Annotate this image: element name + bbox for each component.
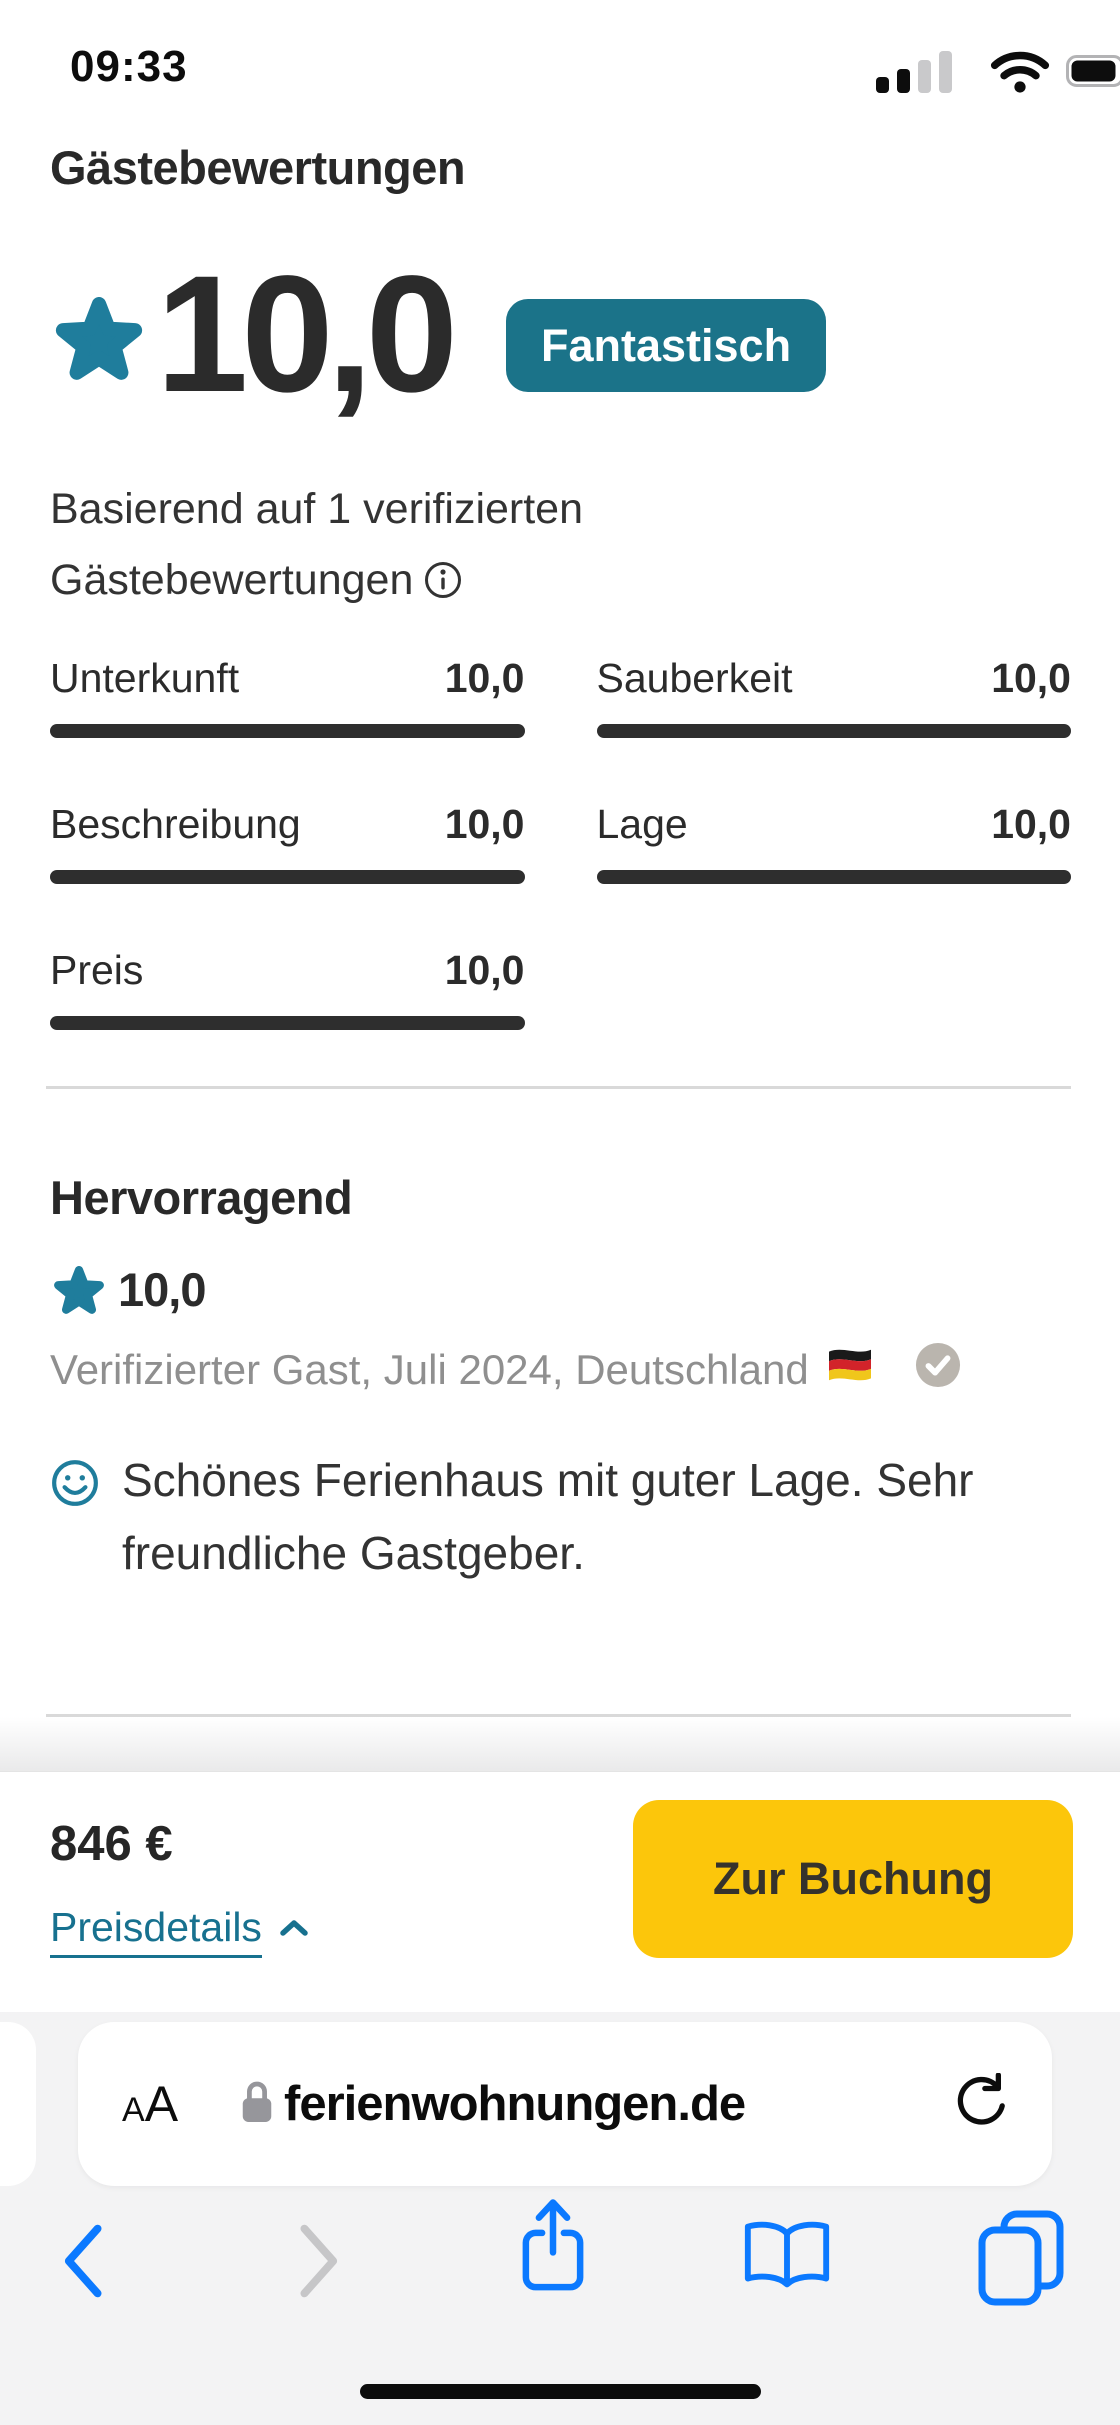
overall-score: 10,0 [156,242,458,427]
price-amount: 846 € [50,1817,173,1871]
price-details-link[interactable]: Preisdetails [50,1904,310,1958]
url-domain: ferienwohnungen.de [284,2077,746,2131]
smiley-icon [50,1458,100,1513]
rating-bar [50,870,525,884]
rating-badge: Fantastisch [506,299,827,392]
germany-flag-icon [825,1344,875,1396]
home-indicator[interactable] [360,2384,761,2399]
rating-bar [50,1016,525,1030]
review-text: Schönes Ferienhaus mit guter Lage. Sehr … [122,1454,974,1579]
reload-icon[interactable] [954,2071,1008,2136]
rating-unterkunft: Unterkunft 10,0 [50,655,525,738]
share-icon[interactable] [518,2196,588,2303]
lock-icon [238,2077,276,2132]
star-icon [52,297,146,392]
forward-button[interactable] [296,2222,344,2305]
scroll-fade [0,1717,1120,1772]
rating-preis: Preis 10,0 [50,947,525,1030]
zur-buchung-button[interactable]: Zur Buchung [633,1800,1073,1958]
review-body: Schönes Ferienhaus mit guter Lage. Sehr … [50,1444,1068,1590]
category-ratings: Unterkunft 10,0 Sauberkeit 10,0 Beschreibu… [50,655,1071,1030]
based-on-text: Basierend auf 1 verifizierten Gästebewer… [50,474,583,622]
rating-sauberkeit: Sauberkeit 10,0 [596,655,1071,738]
review-meta: Verifizierter Gast, Juli 2024, Deutschla… [50,1342,961,1398]
section-divider [46,1086,1071,1089]
cellular-signal-icon [876,49,974,98]
verified-check-icon [915,1342,961,1398]
battery-icon [1066,55,1120,92]
wifi-icon [990,48,1050,99]
back-button[interactable] [58,2222,106,2305]
rating-bar [596,870,1071,884]
tabs-icon[interactable] [974,2208,1068,2313]
bookmarks-icon[interactable] [740,2218,834,2301]
page-title: Gästebewertungen [50,141,466,194]
status-icons [876,48,1120,99]
rating-bar [50,724,525,738]
rating-beschreibung: Beschreibung 10,0 [50,801,525,884]
review-score: 10,0 [118,1263,206,1316]
rating-bar [596,724,1071,738]
status-time: 09:33 [70,42,188,91]
section-divider [46,1714,1071,1717]
adjacent-tab-edge[interactable] [0,2022,36,2186]
chevron-up-icon [278,1917,310,1946]
info-icon[interactable] [423,562,463,610]
rating-lage: Lage 10,0 [596,801,1071,884]
star-icon [52,1266,106,1323]
review-heading: Hervorragend [50,1171,353,1224]
